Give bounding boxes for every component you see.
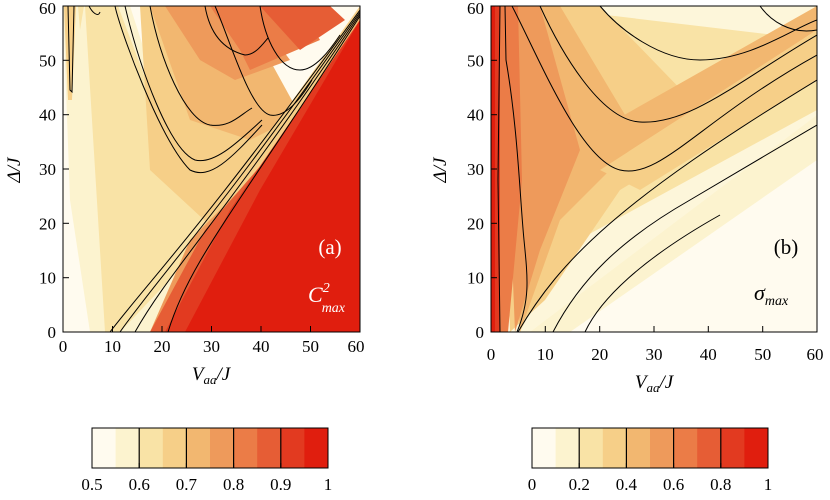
quantity-label-b: σmax bbox=[754, 280, 789, 309]
y-tick-label: 40 bbox=[39, 106, 56, 125]
colorbar-frame bbox=[531, 427, 769, 469]
x-tick-label: 50 bbox=[302, 337, 319, 356]
x-tick-label: 20 bbox=[154, 337, 171, 356]
colorbar-tick-label: 0 bbox=[528, 475, 537, 494]
colorbar-tick-label: 0.4 bbox=[616, 475, 638, 494]
colorbar-swatch bbox=[304, 428, 329, 468]
colorbar-tick-label: 0.2 bbox=[569, 475, 590, 494]
x-tick-label: 20 bbox=[591, 345, 608, 364]
x-tick-label: 10 bbox=[104, 337, 121, 356]
y-tick-label: 60 bbox=[39, 0, 56, 18]
colorbar-tick-label: 0.6 bbox=[129, 475, 150, 494]
x-axis-label: Vaa/J bbox=[635, 372, 675, 395]
colorbar-swatch bbox=[626, 428, 651, 468]
heatmap-a bbox=[63, 6, 360, 332]
y-axis-label: Δ/J bbox=[4, 156, 25, 183]
colorbar-tick-label: 0.6 bbox=[663, 475, 684, 494]
colorbar-tick-label: 1 bbox=[324, 475, 333, 494]
y-tick-label: 10 bbox=[467, 269, 484, 288]
colorbar-swatch bbox=[650, 428, 675, 468]
colorbar-swatch bbox=[92, 428, 117, 468]
colorbar-swatch bbox=[673, 428, 698, 468]
x-tick-label: 50 bbox=[754, 345, 771, 364]
colorbar-swatch bbox=[115, 428, 140, 468]
x-axis-label: Vaa/J bbox=[192, 364, 232, 387]
y-tick-label: 50 bbox=[467, 51, 484, 70]
x-tick-label: 30 bbox=[646, 345, 663, 364]
y-tick-label: 30 bbox=[39, 160, 56, 179]
axis-ticks-a bbox=[62, 5, 361, 333]
x-tick-label: 0 bbox=[487, 345, 496, 364]
colorbar-swatch bbox=[257, 428, 282, 468]
colorbar-swatch bbox=[139, 428, 164, 468]
panel-label-b: (b) bbox=[774, 235, 799, 259]
colorbar-swatch bbox=[210, 428, 235, 468]
y-tick-label: 60 bbox=[467, 0, 484, 18]
y-axis-label: Δ/J bbox=[430, 156, 451, 183]
colorbar-swatch bbox=[602, 428, 627, 468]
y-tick-label: 30 bbox=[467, 160, 484, 179]
colorbar-swatch bbox=[555, 428, 580, 468]
colorbar-swatch bbox=[720, 428, 745, 468]
x-tick-label: 40 bbox=[700, 345, 717, 364]
colorbar-tick-label: 0.5 bbox=[81, 475, 102, 494]
y-tick-label: 0 bbox=[476, 323, 485, 342]
colorbar-swatch bbox=[186, 428, 211, 468]
colorbar-swatch bbox=[532, 428, 557, 468]
x-tick-label: 60 bbox=[348, 337, 365, 356]
panel-label-a: (a) bbox=[318, 235, 341, 259]
colorbar-tick-label: 0.7 bbox=[176, 475, 198, 494]
colorbar-tick-label: 0.8 bbox=[223, 475, 244, 494]
y-tick-label: 20 bbox=[467, 214, 484, 233]
colorbar-frame bbox=[91, 427, 329, 469]
colorbar-a: 0.5 0.6 0.7 0.8 0.9 1 bbox=[81, 427, 333, 494]
y-tick-label: 40 bbox=[467, 106, 484, 125]
colorbar-swatch bbox=[579, 428, 604, 468]
panel-a: 0 10 20 30 40 50 60 0 10 20 30 40 50 60 … bbox=[4, 0, 365, 387]
x-tick-label: 40 bbox=[253, 337, 270, 356]
y-tick-label: 10 bbox=[39, 269, 56, 288]
colorbar-swatch bbox=[162, 428, 187, 468]
colorbar-tick-label: 0.8 bbox=[710, 475, 731, 494]
y-tick-label: 20 bbox=[39, 214, 56, 233]
axis-ticks-b bbox=[490, 5, 818, 333]
colorbar-swatch bbox=[233, 428, 258, 468]
colorbar-tick-label: 0.9 bbox=[270, 475, 291, 494]
x-tick-label: 60 bbox=[807, 345, 824, 364]
y-tick-label: 0 bbox=[48, 323, 57, 342]
colorbar-swatch bbox=[744, 428, 769, 468]
colorbar-tick-label: 1 bbox=[764, 475, 773, 494]
heatmap-b bbox=[491, 6, 817, 332]
colorbar-b: 0 0.2 0.4 0.6 0.8 1 bbox=[528, 427, 773, 494]
x-tick-label: 0 bbox=[59, 337, 68, 356]
colorbar-swatch bbox=[280, 428, 305, 468]
colorbar-swatch bbox=[697, 428, 722, 468]
y-tick-label: 50 bbox=[39, 51, 56, 70]
x-tick-label: 10 bbox=[537, 345, 554, 364]
quantity-label-a: C2 max bbox=[308, 281, 346, 316]
x-tick-label: 30 bbox=[203, 337, 220, 356]
panel-b: 0 10 20 30 40 50 60 0 10 20 30 40 50 60 … bbox=[430, 0, 824, 395]
